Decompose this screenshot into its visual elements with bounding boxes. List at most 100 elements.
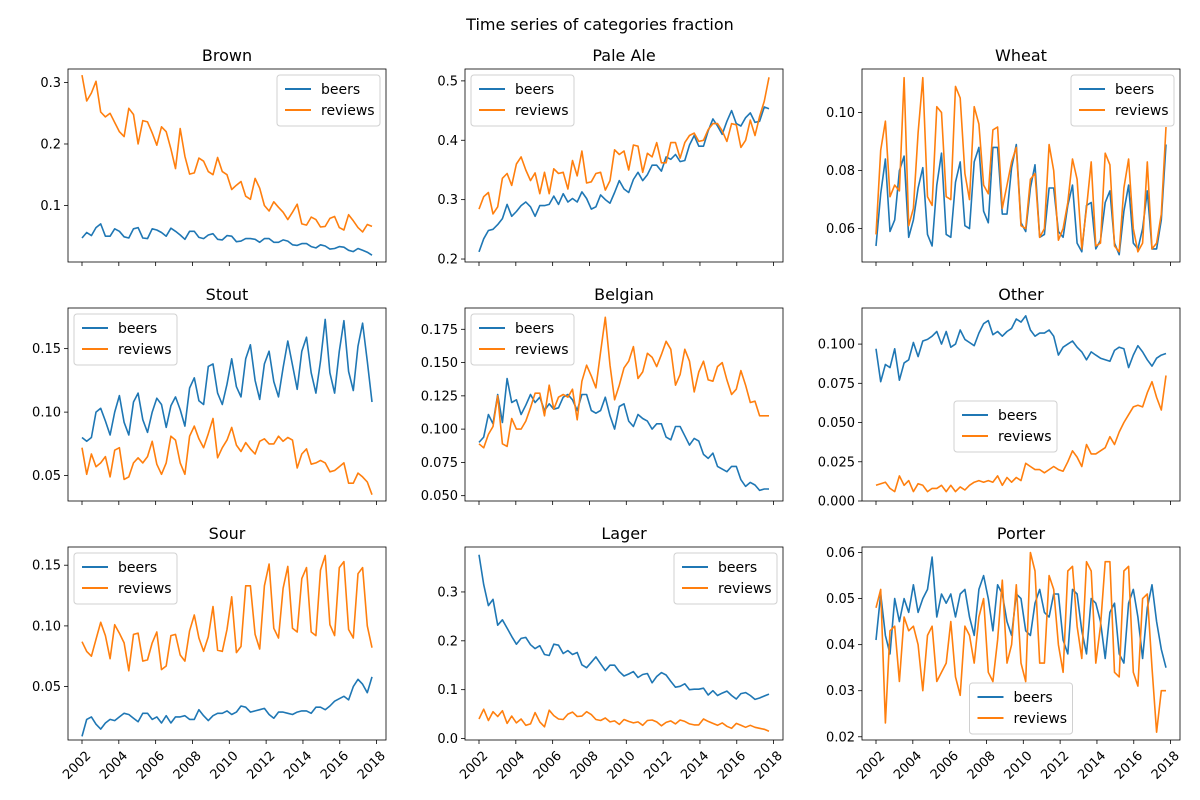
axes-frame [67, 307, 387, 502]
subplot-title: Other [998, 285, 1044, 304]
x-tick-label: 2008 [965, 749, 999, 783]
legend-label-beers: beers [718, 560, 757, 576]
axes-frame [861, 68, 1181, 263]
x-tick-label: 2018 [752, 749, 786, 783]
legend-label-beers: beers [1014, 690, 1053, 706]
legend-box [1070, 74, 1175, 127]
series-line-reviews [81, 554, 373, 672]
axes-frame [861, 546, 1181, 741]
legend-label-reviews: reviews [321, 103, 375, 119]
y-tick-label: 0.04 [826, 638, 855, 653]
x-tick-label: 2012 [1038, 749, 1072, 783]
y-tick-label: 0.075 [421, 456, 458, 471]
subplot-title: Pale Ale [592, 46, 655, 65]
legend: beers reviews [276, 74, 381, 127]
y-tick-label: 0.05 [32, 469, 61, 484]
x-tick-label: 2002 [457, 749, 491, 783]
legend-label-reviews: reviews [515, 103, 569, 119]
series-line-reviews [875, 76, 1167, 253]
x-tick-label: 2002 [60, 749, 94, 783]
subplot-sour: Sour 0.05 0.10 0.15 2002 2004 2006 2008 2010 2012… [32, 524, 389, 783]
x-tick-label: 2004 [494, 749, 528, 783]
legend-box [73, 313, 178, 366]
x-tick-label: 2002 [854, 749, 888, 783]
legend-box [276, 74, 381, 127]
legend-box [969, 682, 1073, 735]
y-tick-label: 0.025 [818, 455, 855, 470]
legend-label-reviews: reviews [1014, 711, 1068, 727]
y-tick-label: 0.10 [32, 619, 61, 634]
subplot-title: Stout [206, 285, 249, 304]
y-tick-label: 0.1 [437, 683, 458, 698]
y-tick-label: 0.10 [32, 406, 61, 421]
legend: beers reviews [470, 74, 575, 127]
x-tick-label: 2010 [1002, 749, 1036, 783]
y-tick-label: 0.2 [437, 253, 458, 268]
legend: beers reviews [969, 682, 1073, 735]
series-line-beers [875, 556, 1167, 668]
legend-label-reviews: reviews [998, 429, 1052, 445]
y-tick-label: 0.100 [818, 338, 855, 353]
y-tick-label: 0.06 [826, 222, 855, 237]
x-tick-label: 2016 [1112, 749, 1146, 783]
subplot-wheat: Wheat 0.06 0.08 0.10 beers reviews [826, 46, 1181, 266]
x-tick-label: 2014 [281, 749, 315, 783]
legend-box [953, 400, 1058, 453]
legend: beers reviews [73, 313, 178, 366]
legend-label-beers: beers [1115, 82, 1154, 98]
y-tick-label: 0.06 [826, 546, 855, 561]
legend-label-reviews: reviews [118, 342, 172, 358]
legend-label-reviews: reviews [118, 581, 172, 597]
y-tick-label: 0.125 [421, 389, 458, 404]
x-tick-label: 2018 [1149, 749, 1183, 783]
legend-label-beers: beers [998, 408, 1037, 424]
series-line-beers [478, 106, 770, 253]
x-tick-label: 2014 [678, 749, 712, 783]
legend-label-beers: beers [515, 82, 554, 98]
series-line-beers [875, 314, 1167, 383]
series-line-beers [478, 554, 770, 701]
y-tick-label: 0.075 [818, 377, 855, 392]
y-tick-label: 0.2 [40, 137, 61, 152]
subplot-belgian: Belgian 0.050 0.075 0.100 0.125 0.150 0.175 bee… [421, 285, 784, 505]
legend-box [73, 552, 178, 605]
figure-title: Time series of categories fraction [465, 15, 734, 34]
subplot-title: Sour [209, 524, 246, 543]
y-tick-label: 0.3 [437, 193, 458, 208]
legend-box [673, 552, 778, 605]
series-line-reviews [81, 74, 373, 233]
legend: beers reviews [673, 552, 778, 605]
legend-label-beers: beers [118, 321, 157, 337]
x-tick-label: 2012 [641, 749, 675, 783]
series-line-beers [81, 223, 373, 256]
y-tick-label: 0.02 [826, 730, 855, 745]
y-tick-label: 0.2 [437, 634, 458, 649]
y-tick-label: 0.0 [437, 732, 458, 747]
y-tick-label: 0.05 [32, 680, 61, 695]
series-line-reviews [875, 551, 1166, 734]
axes-frame [67, 68, 387, 263]
series-line-reviews [478, 77, 770, 215]
y-tick-label: 0.4 [437, 134, 458, 149]
y-tick-label: 0.175 [421, 323, 458, 338]
legend: beers reviews [953, 400, 1058, 453]
x-tick-label: 2018 [355, 749, 389, 783]
legend-label-reviews: reviews [1115, 103, 1169, 119]
x-tick-label: 2016 [715, 749, 749, 783]
subplot-title: Lager [601, 524, 647, 543]
subplot-title: Belgian [594, 285, 654, 304]
legend: beers reviews [73, 552, 178, 605]
subplot-brown: Brown 0.1 0.2 0.3 beers reviews [40, 46, 387, 266]
legend-label-beers: beers [321, 82, 360, 98]
subplot-title: Brown [202, 46, 252, 65]
legend: beers reviews [1070, 74, 1175, 127]
legend-box [470, 74, 575, 127]
y-tick-label: 0.3 [437, 585, 458, 600]
series-line-reviews [478, 316, 769, 449]
y-tick-label: 0.05 [826, 592, 855, 607]
y-tick-label: 0.10 [826, 106, 855, 121]
y-tick-label: 0.15 [32, 559, 61, 574]
subplot-title: Porter [997, 524, 1046, 543]
x-tick-label: 2008 [171, 749, 205, 783]
